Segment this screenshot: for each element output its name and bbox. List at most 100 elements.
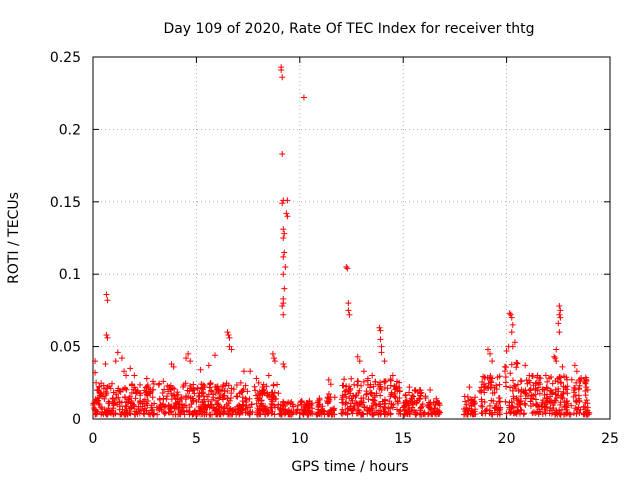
data-point [112, 358, 119, 365]
data-point [256, 406, 263, 413]
data-point [171, 404, 178, 411]
data-point [582, 379, 589, 386]
data-point [207, 387, 214, 394]
data-point [532, 410, 539, 417]
data-point [360, 378, 367, 385]
data-point [168, 390, 175, 397]
data-point [486, 410, 493, 417]
data-point [512, 382, 519, 389]
grid-lines [93, 57, 610, 419]
data-point [212, 390, 219, 397]
data-point [349, 410, 356, 417]
data-point [544, 391, 551, 398]
data-point [584, 404, 591, 411]
data-point [489, 411, 496, 418]
data-point [288, 411, 295, 418]
data-point [150, 380, 157, 387]
data-point [571, 362, 578, 369]
data-point [568, 402, 575, 409]
data-point [509, 387, 516, 394]
data-point [180, 408, 187, 415]
data-point [572, 405, 579, 412]
data-point [228, 390, 235, 397]
data-point [376, 385, 383, 392]
data-point [225, 382, 232, 389]
data-point [104, 297, 111, 304]
data-point [197, 366, 204, 373]
data-point [556, 407, 563, 414]
data-point [391, 392, 398, 399]
data-point [104, 410, 111, 417]
data-point [520, 411, 527, 418]
data-point [389, 372, 396, 379]
data-point [279, 151, 286, 158]
data-point [212, 352, 219, 359]
data-point [544, 378, 551, 385]
data-point [125, 396, 132, 403]
data-point [200, 381, 207, 388]
data-point [508, 314, 515, 321]
data-point [534, 372, 541, 379]
data-point [536, 408, 543, 415]
data-point [537, 409, 544, 416]
data-point [145, 409, 152, 416]
data-point [269, 350, 276, 357]
data-point [480, 387, 487, 394]
data-point [314, 411, 321, 418]
data-point [409, 392, 416, 399]
data-point [434, 400, 441, 407]
data-point [198, 405, 205, 412]
data-point [219, 396, 226, 403]
data-point [369, 407, 376, 414]
data-point [96, 401, 103, 408]
data-point [147, 390, 154, 397]
data-point [331, 405, 338, 412]
data-point [360, 395, 367, 402]
data-point [557, 307, 564, 314]
data-point [226, 334, 233, 341]
data-point [564, 410, 571, 417]
data-point [203, 411, 210, 418]
data-point [182, 380, 189, 387]
data-point [556, 311, 563, 318]
data-point [258, 400, 265, 407]
data-point [541, 403, 548, 410]
data-point [280, 253, 287, 260]
data-point [521, 400, 528, 407]
data-point [558, 379, 565, 386]
data-point [556, 329, 563, 336]
data-point [564, 383, 571, 390]
data-point [156, 403, 163, 410]
data-point [576, 409, 583, 416]
data-point [228, 346, 235, 353]
data-point [225, 332, 232, 339]
data-point [393, 378, 400, 385]
data-point [209, 411, 216, 418]
data-point [548, 410, 555, 417]
data-point [124, 399, 131, 406]
data-point [493, 400, 500, 407]
data-point [346, 395, 353, 402]
data-point [554, 375, 561, 382]
data-point [325, 399, 332, 406]
data-point [508, 361, 515, 368]
data-point [239, 406, 246, 413]
data-point [570, 410, 577, 417]
data-point [526, 372, 533, 379]
data-point [185, 393, 192, 400]
x-axis-label: GPS time / hours [291, 459, 408, 475]
data-point [143, 375, 150, 382]
data-point [563, 398, 570, 405]
x-tick-label: 20 [498, 431, 516, 447]
data-point [481, 398, 488, 405]
data-point [133, 408, 140, 415]
data-point [510, 395, 517, 402]
data-point [373, 390, 380, 397]
data-point [368, 405, 375, 412]
data-point [416, 396, 423, 403]
data-point [127, 365, 134, 372]
data-point [111, 399, 118, 406]
data-point [573, 379, 580, 386]
data-point [494, 374, 501, 381]
data-point [368, 389, 375, 396]
